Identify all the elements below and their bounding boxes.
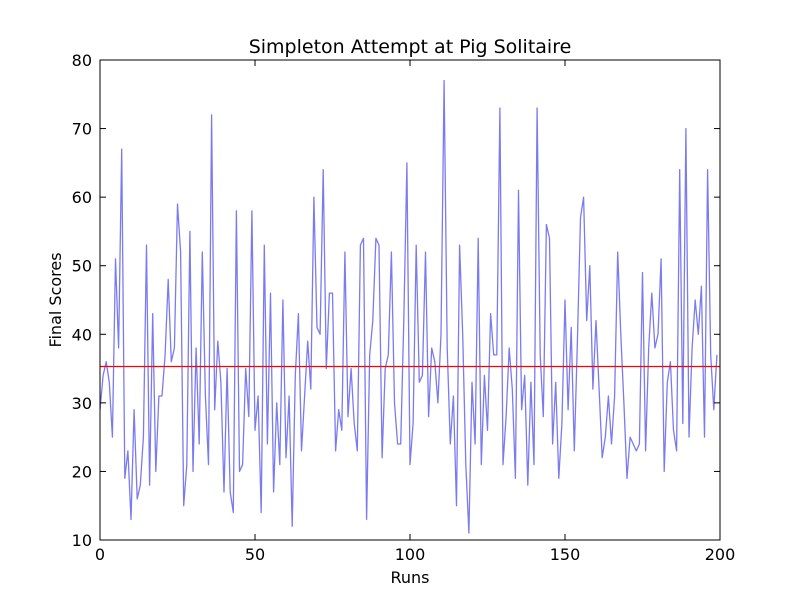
x-tick-label: 150: [550, 545, 581, 564]
x-tick-label: 50: [245, 545, 265, 564]
plot-frame: [99, 59, 721, 541]
y-tick-label: 70: [72, 120, 92, 139]
plot-area: [100, 79, 720, 534]
axis-ticks: 0 50 100 150 200 10 20 30 40 50 60 70 80: [72, 51, 736, 564]
x-tick-label: 100: [395, 545, 426, 564]
y-tick-label: 80: [72, 51, 92, 70]
chart-title: Simpleton Attempt at Pig Solitaire: [249, 36, 572, 58]
x-tick-label: 200: [705, 545, 736, 564]
x-axis-label: Runs: [390, 568, 429, 587]
y-tick-label: 60: [72, 188, 92, 207]
y-axis-label: Final Scores: [46, 252, 65, 347]
y-tick-label: 40: [72, 325, 92, 344]
series-line-scores: [100, 79, 718, 534]
x-tick-label: 0: [95, 545, 105, 564]
y-tick-label: 50: [72, 257, 92, 276]
y-tick-label: 20: [72, 462, 92, 481]
y-tick-label: 30: [72, 394, 92, 413]
y-tick-label: 10: [72, 531, 92, 550]
